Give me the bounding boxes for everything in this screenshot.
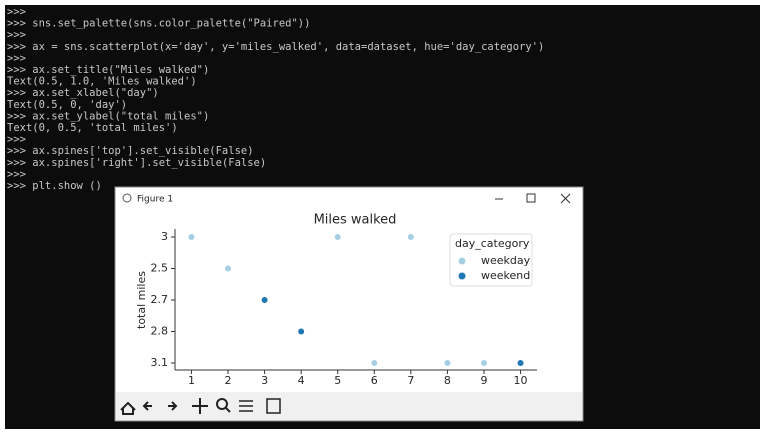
home-button[interactable] [120,401,136,415]
close-button[interactable] [560,193,571,204]
terminal-line: >>> sns.set_palette(sns.color_palette("P… [7,18,310,30]
forward-button[interactable] [168,401,178,411]
x-tick-label: 6 [371,374,378,387]
window-title: Figure 1 [137,195,173,205]
figure-window: Figure 1 [114,186,584,422]
terminal-line: Text(0.5, 0, 'day') [7,99,127,111]
y-tick-label: 3 [161,230,168,243]
y-axis-label: total miles [135,271,148,329]
point [298,328,305,335]
x-tick-label: 8 [444,374,451,387]
y-tick-label: 2.5 [151,262,169,275]
back-button[interactable] [142,401,152,411]
terminal-line: >>> [7,29,26,41]
save-button[interactable] [266,398,281,414]
x-tick-label: 1 [188,374,195,387]
legend-marker [458,272,466,280]
terminal-line: >>> plt.show () [7,180,102,192]
maximize-button[interactable] [526,193,536,203]
chart-title: Miles walked [314,213,397,228]
pan-button[interactable] [192,398,208,414]
point [334,234,341,240]
zoom-handle [225,407,231,413]
terminal-text: >>>>>> sns.set_palette(sns.color_palette… [7,6,544,192]
y-tick-label: 3.1 [151,356,169,369]
toolbar-icons [120,398,281,415]
terminal-line: >>> [7,52,26,64]
toolbar [116,392,582,420]
point [480,360,487,366]
terminal-line: >>> [7,6,26,18]
legend-box [449,233,533,287]
x-tick-label: 3 [261,374,268,387]
terminal-line: Text(0.5, 1.0, 'Miles walked') [7,76,197,88]
terminal-line: >>> ax.spines['right'].set_visible(False… [7,157,266,169]
x-tick-label: 2 [225,374,232,387]
chart: Miles walked total miles 1 2 3 4 5 6 7 8 9 10 3 2.5… [135,213,537,387]
x-tick-label: 7 [407,374,414,387]
x-tick-label: 9 [480,374,487,387]
legend-label: weekday [481,254,531,267]
terminal-line: >>> [7,134,26,146]
terminal-line: >>> ax.spines['top'].set_visible(False) [7,145,254,157]
y-tick-label: 2.8 [151,325,169,338]
point [188,234,195,240]
terminal-line: >>> ax.set_xlabel("day") [7,87,159,99]
legend-marker [458,257,466,265]
y-tick-label: 2.7 [151,293,169,306]
window-icon [122,193,132,203]
point [407,234,414,240]
terminal-line: >>> ax = sns.scatterplot(x='day', y='mil… [7,41,544,53]
terminal-line: >>> ax.set_title("Miles walked") [7,64,209,76]
terminal-line: >>> [7,168,26,180]
configure-button[interactable] [239,400,253,412]
x-tick-label: 10 [514,374,528,387]
x-tick-label: 4 [298,374,305,387]
point [371,360,378,366]
x-tick-label: 5 [334,374,341,387]
legend-title: day_category [455,237,530,250]
point [225,265,232,272]
zoom-button[interactable] [216,398,228,410]
point [517,360,524,366]
window-frame [114,186,584,422]
terminal-line: >>> ax.set_ylabel("total miles") [7,110,209,122]
point [444,360,451,366]
terminal-line: Text(0, 0.5, 'total miles') [7,122,178,134]
point [261,297,268,303]
legend-label: weekend [481,269,530,282]
